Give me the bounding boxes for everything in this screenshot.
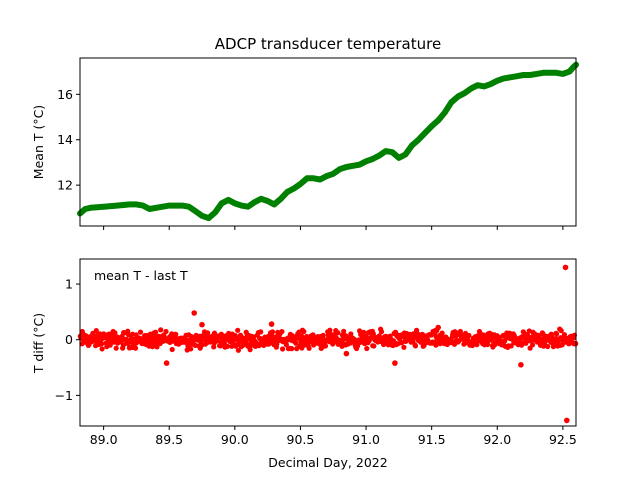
top-y-tick-label: 16 [57,87,73,102]
tdiff-point [457,328,463,335]
bottom-x-tick-label: 89.0 [90,432,118,447]
tdiff-point [370,331,376,337]
tdiff-point [554,331,560,337]
bottom-y-axis-label: T diff (°C) [31,313,46,374]
top-y-axis-label: Mean T (°C) [31,105,46,179]
tdiff-point [224,343,230,349]
bottom-x-tick-label: 91.0 [352,432,380,447]
tdiff-point [530,342,536,348]
temperature-series [77,61,579,222]
tdiff-point [327,327,333,333]
tdiff-point [508,343,514,349]
tdiff-point [279,329,285,335]
tdiff-outlier-point [343,350,350,357]
tdiff-point [307,339,313,345]
tdiff-point [364,345,370,352]
tdiff-point [154,344,160,350]
bottom-y-tick-label: −1 [55,388,73,403]
tdiff-point [341,328,347,334]
tdiff-point [132,345,139,351]
tdiff-point [283,342,289,348]
bottom-x-tick-label: 91.5 [418,432,446,447]
tdiff-point [269,329,276,335]
bottom-x-tick-label: 92.5 [549,432,577,447]
tdiff-point [163,328,169,335]
tdiff-point [258,329,264,335]
tdiff-point [378,329,385,335]
tdiff-point [211,344,217,350]
tdiff-point [235,327,241,333]
tdiff-point [93,328,99,334]
top-y-tick-label: 14 [57,132,73,147]
top-y-tick-label: 12 [57,178,73,193]
tdiff-point [173,331,179,337]
tdiff-point [301,329,307,335]
bottom-panel: mean T - last T 89.0 89.5 90.0 90.5 91.0 91.5… [31,258,579,470]
tdiff-point [335,330,341,336]
tdiff-point [235,347,241,353]
bottom-x-tick-label: 92.0 [483,432,511,447]
tdiff-point [113,345,119,351]
tdiff-outlier-point [392,360,398,366]
tdiff-point [466,332,472,339]
tdiff-point [558,328,564,334]
bottom-y-tick-label: 0 [65,332,73,347]
bottom-y-ticks: −1 0 1 [55,277,80,403]
chart-title: ADCP transducer temperature [215,35,441,53]
tdiff-point [474,342,480,348]
top-x-ticks [103,226,564,230]
temperature-line [77,61,579,222]
bottom-y-tick-label: 1 [65,277,73,292]
tdiff-outlier-point [564,417,570,424]
tdiff-point [381,341,387,348]
tdiff-point [153,329,159,335]
tdiff-point [137,329,144,335]
tdiff-point [158,327,164,333]
tdiff-point [289,346,295,352]
tdiff-point [169,346,175,353]
tdiff-point [306,345,312,351]
bottom-x-ticks: 89.0 89.5 90.0 90.5 91.0 91.5 92.0 92.5 [90,426,577,447]
tdiff-outlier-point [518,362,524,368]
tdiff-point [371,343,377,349]
tdiff-point [229,343,235,349]
tdiff-point [280,346,286,352]
top-panel: ADCP transducer temperature 12 14 16 Mean … [31,35,579,230]
bottom-x-axis-label: Decimal Day, 2022 [268,455,387,470]
top-y-ticks: 12 14 16 [57,87,80,193]
bottom-x-tick-label: 90.5 [287,432,315,447]
tdiff-point [439,330,445,336]
tdiff-outlier-point [163,360,170,366]
tdiff-series [77,264,579,424]
bottom-x-tick-label: 90.0 [221,432,249,447]
tdiff-point [320,332,326,338]
tdiff-point [322,343,329,349]
tdiff-outlier-point [191,310,197,316]
tdiff-outlier-point [562,264,569,271]
tdiff-outlier-point [199,321,205,328]
tdiff-outlier-point [435,324,442,331]
bottom-annotation: mean T - last T [94,268,188,283]
tdiff-point [361,329,367,335]
tdiff-point [247,347,253,353]
bottom-x-tick-label: 89.5 [155,432,183,447]
bottom-axes-frame [79,258,577,427]
tdiff-point [99,341,105,347]
tdiff-outlier-point [268,321,275,327]
tdiff-point [545,343,551,350]
tdiff-point [99,346,105,352]
tdiff-point [412,343,419,349]
tdiff-point [293,340,299,346]
tdiff-point [401,344,407,350]
tdiff-point [485,341,491,348]
tdiff-point [188,346,194,352]
tdiff-point [125,332,132,338]
top-axes-frame [79,57,577,227]
tdiff-point [112,330,118,336]
